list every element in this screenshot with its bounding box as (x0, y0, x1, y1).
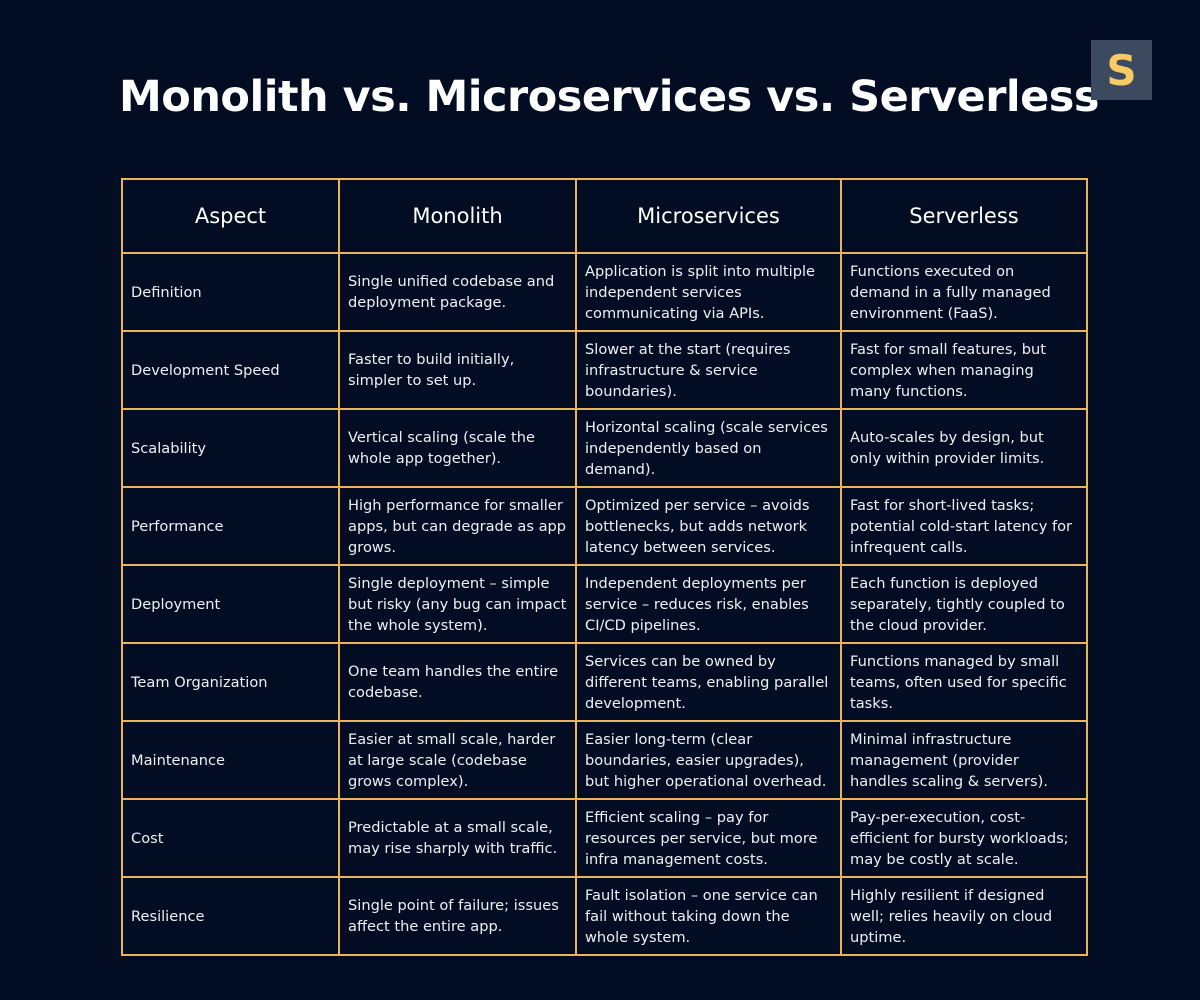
header-aspect: Aspect (121, 178, 340, 254)
monolith-cell: Single deployment – simple but risky (an… (338, 564, 577, 644)
table-row: Resilience Single point of failure; issu… (121, 876, 1088, 956)
monolith-cell: One team handles the entire codebase. (338, 642, 577, 722)
serverless-cell: Highly resilient if designed well; relie… (840, 876, 1088, 956)
microservices-cell: Independent deployments per service – re… (575, 564, 842, 644)
aspect-cell: Resilience (121, 876, 340, 956)
microservices-cell: Efficient scaling – pay for resources pe… (575, 798, 842, 878)
table-row: Development Speed Faster to build initia… (121, 330, 1088, 410)
page-title: Monolith vs. Microservices vs. Serverles… (118, 72, 1100, 122)
serverless-cell: Minimal infrastructure management (provi… (840, 720, 1088, 800)
serverless-cell: Pay-per-execution, cost-efficient for bu… (840, 798, 1088, 878)
microservices-cell: Horizontal scaling (scale services indep… (575, 408, 842, 488)
serverless-cell: Each function is deployed separately, ti… (840, 564, 1088, 644)
aspect-cell: Maintenance (121, 720, 340, 800)
serverless-cell: Functions executed on demand in a fully … (840, 252, 1088, 332)
serverless-cell: Fast for short-lived tasks; potential co… (840, 486, 1088, 566)
table-header-row: Aspect Monolith Microservices Serverless (121, 178, 1088, 254)
monolith-cell: Faster to build initially, simpler to se… (338, 330, 577, 410)
aspect-cell: Performance (121, 486, 340, 566)
microservices-cell: Slower at the start (requires infrastruc… (575, 330, 842, 410)
microservices-cell: Easier long-term (clear boundaries, easi… (575, 720, 842, 800)
aspect-cell: Deployment (121, 564, 340, 644)
aspect-cell: Team Organization (121, 642, 340, 722)
aspect-cell: Development Speed (121, 330, 340, 410)
table-row: Team Organization One team handles the e… (121, 642, 1088, 722)
microservices-cell: Fault isolation – one service can fail w… (575, 876, 842, 956)
comparison-table: Aspect Monolith Microservices Serverless… (121, 178, 1088, 956)
table-row: Cost Predictable at a small scale, may r… (121, 798, 1088, 878)
table-row: Definition Single unified codebase and d… (121, 252, 1088, 332)
microservices-cell: Optimized per service – avoids bottlenec… (575, 486, 842, 566)
microservices-cell: Application is split into multiple indep… (575, 252, 842, 332)
table-row: Maintenance Easier at small scale, harde… (121, 720, 1088, 800)
aspect-cell: Definition (121, 252, 340, 332)
monolith-cell: Predictable at a small scale, may rise s… (338, 798, 577, 878)
logo-badge: S (1091, 40, 1152, 100)
serverless-cell: Functions managed by small teams, often … (840, 642, 1088, 722)
aspect-cell: Scalability (121, 408, 340, 488)
monolith-cell: Single unified codebase and deployment p… (338, 252, 577, 332)
header-monolith: Monolith (338, 178, 577, 254)
table-row: Performance High performance for smaller… (121, 486, 1088, 566)
aspect-cell: Cost (121, 798, 340, 878)
table-row: Deployment Single deployment – simple bu… (121, 564, 1088, 644)
header-serverless: Serverless (840, 178, 1088, 254)
serverless-cell: Fast for small features, but complex whe… (840, 330, 1088, 410)
table-row: Scalability Vertical scaling (scale the … (121, 408, 1088, 488)
monolith-cell: Vertical scaling (scale the whole app to… (338, 408, 577, 488)
monolith-cell: High performance for smaller apps, but c… (338, 486, 577, 566)
monolith-cell: Single point of failure; issues affect t… (338, 876, 577, 956)
microservices-cell: Services can be owned by different teams… (575, 642, 842, 722)
header-microservices: Microservices (575, 178, 842, 254)
serverless-cell: Auto-scales by design, but only within p… (840, 408, 1088, 488)
logo-letter: S (1106, 45, 1137, 95)
monolith-cell: Easier at small scale, harder at large s… (338, 720, 577, 800)
